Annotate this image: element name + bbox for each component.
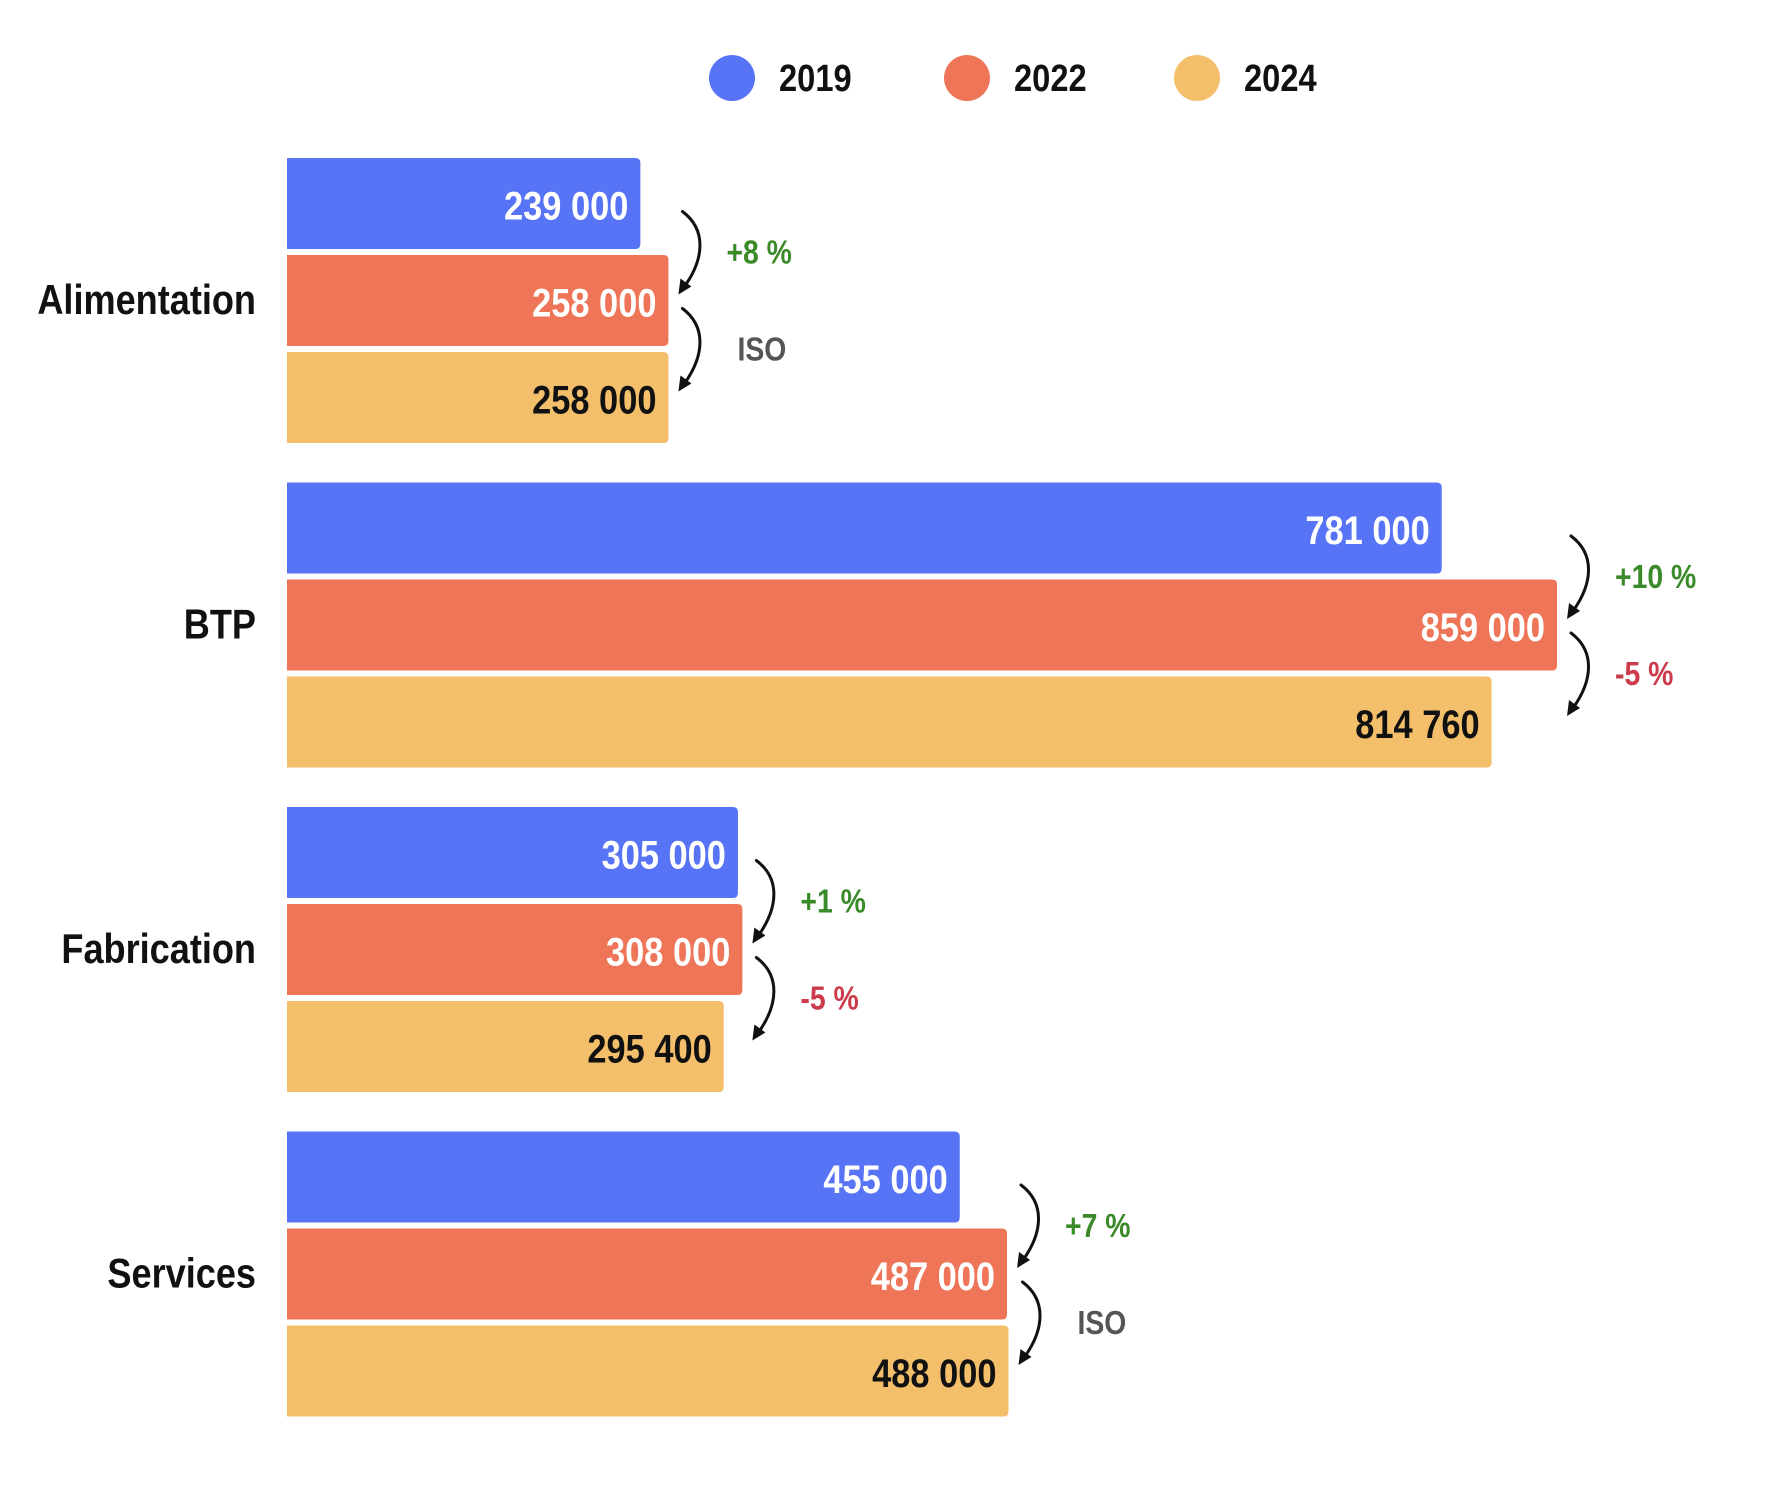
bar-alimentation-2019	[287, 158, 641, 249]
bar-value-label: 781 000	[1305, 507, 1429, 552]
change-label: -5 %	[800, 979, 858, 1017]
change-label: +10 %	[1615, 558, 1696, 596]
bar-value-label: 455 000	[823, 1156, 947, 1201]
arrow-head-icon	[1017, 1252, 1031, 1268]
change-annotations: +8 % ISO +10 % -5 % +1 % -5 % +7 % ISO	[678, 210, 1696, 1365]
legend-swatch	[944, 55, 990, 101]
arrow-head-icon	[752, 927, 766, 944]
change-label: +1 %	[800, 882, 865, 920]
bar-fabrication-2024	[287, 1001, 724, 1092]
bar-value-label: 487 000	[871, 1253, 995, 1298]
bar-btp-2024	[287, 676, 1492, 768]
curved-arrow-icon	[1021, 1280, 1042, 1359]
bar-value-label: 239 000	[504, 183, 628, 228]
legend-item-2024: 2024	[1174, 55, 1317, 101]
bar-value-label: 305 000	[602, 832, 726, 877]
legend-label: 2022	[1014, 57, 1087, 100]
curved-arrow-icon	[754, 956, 776, 1034]
value-labels: 239 000 781 000 305 000 455 000 258 000 859 0…	[504, 183, 1545, 1396]
change-annotation: +8 %	[678, 210, 792, 295]
curved-arrow-icon	[754, 859, 776, 937]
bar-value-label: 308 000	[606, 929, 730, 974]
change-label: ISO	[737, 330, 786, 368]
legend-swatch	[709, 55, 755, 101]
arrow-head-icon	[1567, 603, 1581, 619]
bar-fabrication-2019	[287, 807, 738, 898]
legend: 2019 2022 2024	[709, 55, 1317, 101]
curved-arrow-icon	[1569, 534, 1591, 613]
curved-arrow-icon	[1019, 1183, 1041, 1262]
bar-services-2019	[287, 1131, 960, 1223]
change-label: ISO	[1078, 1304, 1127, 1342]
change-annotation: ISO	[678, 307, 786, 392]
change-annotation: ISO	[1018, 1280, 1127, 1365]
bar-value-label: 814 760	[1355, 701, 1479, 746]
legend-item-2022: 2022	[944, 55, 1087, 101]
change-annotation: +1 %	[752, 859, 866, 944]
legend-label: 2019	[779, 57, 852, 100]
bar-value-label: 258 000	[532, 377, 656, 422]
legend-item-2019: 2019	[709, 55, 852, 101]
category-label: Services	[107, 1251, 256, 1297]
curved-arrow-icon	[680, 307, 702, 385]
change-annotation: +10 %	[1567, 534, 1696, 619]
change-label: +8 %	[726, 233, 791, 271]
legend-swatch	[1174, 55, 1220, 101]
legend-label: 2024	[1244, 57, 1317, 100]
bar-value-label: 488 000	[872, 1350, 996, 1395]
category-axis-labels: Alimentation BTP Fabrication Services	[37, 277, 256, 1297]
category-label: Fabrication	[61, 926, 256, 972]
bar-value-label: 295 400	[587, 1026, 711, 1071]
arrow-head-icon	[1567, 700, 1581, 716]
bar-services-2024	[287, 1325, 1009, 1417]
bar-fabrication-2022	[287, 904, 743, 995]
category-label: BTP	[184, 602, 256, 648]
curved-arrow-icon	[1569, 631, 1591, 710]
arrow-head-icon	[678, 278, 692, 295]
bar-btp-2019	[287, 482, 1442, 574]
arrow-head-icon	[752, 1024, 766, 1041]
category-label: Alimentation	[37, 277, 256, 323]
bars	[287, 158, 1558, 1417]
bar-value-label: 859 000	[1421, 604, 1545, 649]
arrow-head-icon	[678, 375, 692, 392]
change-label: -5 %	[1615, 655, 1673, 693]
bar-btp-2022	[287, 579, 1558, 671]
curved-arrow-icon	[680, 210, 702, 288]
change-label: +7 %	[1065, 1207, 1130, 1245]
arrow-head-icon	[1018, 1349, 1032, 1365]
change-annotation: +7 %	[1017, 1183, 1130, 1268]
bar-alimentation-2022	[287, 255, 669, 346]
bar-alimentation-2024	[287, 352, 669, 443]
bar-value-label: 258 000	[532, 280, 656, 325]
change-annotation: -5 %	[1567, 631, 1673, 716]
bar-services-2022	[287, 1228, 1008, 1320]
change-annotation: -5 %	[752, 956, 859, 1041]
